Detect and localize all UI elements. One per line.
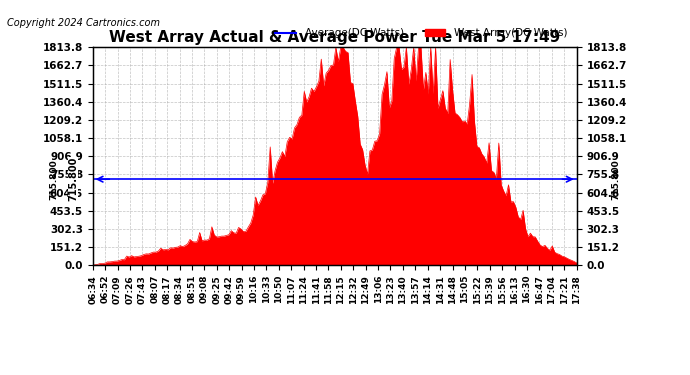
Text: 715.800: 715.800 <box>611 159 620 200</box>
Text: 715.800: 715.800 <box>49 159 59 200</box>
Text: 715.800: 715.800 <box>68 157 78 201</box>
Title: West Array Actual & Average Power Tue Mar 5 17:49: West Array Actual & Average Power Tue Ma… <box>109 30 560 45</box>
Legend: Average(DC Watts), West Array(DC Watts): Average(DC Watts), West Array(DC Watts) <box>271 24 571 42</box>
Text: Copyright 2024 Cartronics.com: Copyright 2024 Cartronics.com <box>7 18 160 28</box>
